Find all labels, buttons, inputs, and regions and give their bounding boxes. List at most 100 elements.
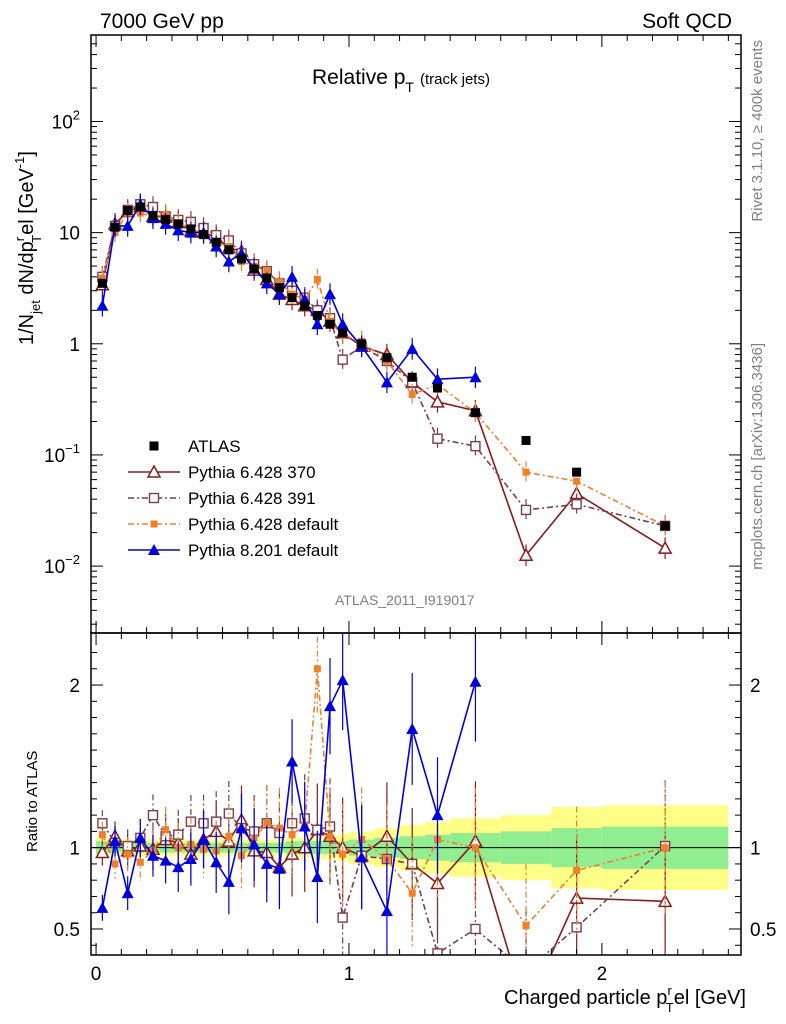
ratio-point [147, 809, 159, 821]
data-point [430, 394, 445, 408]
legend-label: Pythia 6.428 370 [188, 463, 316, 482]
reference-point [470, 408, 480, 418]
mcplots-reference-label: mcplots.cern.ch [arXiv:1306.3436] [749, 343, 766, 570]
ratio-point [111, 860, 119, 868]
ratio-line [101, 668, 666, 928]
ratio-tick-label-left: 1 [69, 839, 80, 860]
ratio-point [406, 722, 419, 734]
reference-point [338, 328, 348, 338]
ratio-point [124, 850, 132, 858]
reference-point [249, 264, 259, 274]
y-tick-label: 10−2 [44, 552, 80, 578]
ratio-point [121, 887, 134, 899]
ratio-point [326, 832, 334, 840]
reference-point [382, 353, 392, 363]
legend-marker [150, 520, 158, 528]
data-point [98, 274, 106, 282]
ratio-point [469, 675, 482, 687]
ratio-point [96, 901, 109, 913]
ratio-point [339, 850, 347, 858]
data-point [96, 299, 109, 311]
reference-point [287, 293, 297, 303]
data-point [286, 270, 299, 282]
y-tick-label: 1 [69, 335, 80, 356]
ratio-point [134, 831, 147, 843]
reference-point [110, 222, 120, 232]
legend-marker [148, 492, 160, 504]
ratio-point [109, 835, 122, 847]
ratio-point [408, 889, 416, 897]
ratio-point [225, 832, 233, 840]
data-point [408, 390, 416, 398]
reference-point [274, 283, 284, 293]
data-point [571, 499, 582, 510]
ratio-point [380, 905, 393, 917]
data-point [263, 267, 271, 275]
ratio-point [313, 665, 321, 673]
ratio-point [431, 809, 444, 821]
data-point [657, 540, 673, 554]
ratio-point [311, 870, 324, 882]
ratio-tick-label-right: 2 [750, 676, 761, 697]
ratio-point [324, 700, 337, 712]
reference-point [262, 273, 272, 283]
reference-point [572, 467, 582, 477]
x-tick-label: 2 [597, 964, 608, 985]
legend-label: ATLAS [188, 437, 241, 456]
ratio-point [136, 858, 144, 866]
data-point [469, 371, 482, 383]
data-point [260, 277, 273, 289]
rivet-version-label: Rivet 3.1.10, ≥ 400k events [749, 40, 766, 222]
ratio-point [210, 856, 223, 868]
data-point [273, 288, 286, 300]
legend-label: Pythia 6.428 default [188, 515, 339, 534]
ratio-point [337, 912, 348, 923]
reference-series-main [97, 202, 670, 531]
legend: ATLAS Pythia 6.428 370 Pythia 6.428 391 Pyt… [128, 437, 339, 560]
ratio-point [159, 854, 172, 866]
data-point [336, 318, 349, 330]
ratio-tick-label-left: 0.5 [54, 920, 80, 941]
data-point [470, 440, 481, 452]
data-point [406, 342, 419, 354]
ratio-point [248, 838, 261, 850]
ratio-point [162, 826, 170, 834]
data-point [518, 547, 534, 562]
legend-marker [146, 464, 162, 478]
analysis-watermark: ATLAS_2011_I919017 [335, 592, 475, 608]
reference-point [236, 254, 246, 264]
y-axis-label: 1/Njet dN/dpr Tel [GeV-1] [12, 151, 44, 345]
ratio-point [263, 819, 271, 827]
ratio-panel-frame [90, 632, 742, 956]
reference-point [312, 310, 322, 320]
data-point [431, 373, 444, 385]
data-point [172, 224, 185, 236]
ratio-point [522, 967, 531, 976]
ratio-point [470, 923, 481, 935]
ratio-line [101, 812, 666, 955]
data-point [324, 288, 337, 300]
x-tick-label: 1 [344, 964, 355, 985]
ratio-point [197, 833, 210, 845]
y-tick-label: 10−1 [44, 441, 80, 467]
series-line [101, 212, 666, 527]
data-point [522, 468, 530, 476]
legend-marker [148, 544, 160, 555]
y-tick-label: 102 [52, 107, 80, 133]
series-1-main [95, 195, 673, 567]
reference-point [97, 278, 107, 288]
reference-point [407, 372, 417, 382]
reference-point [135, 202, 145, 212]
data-point [380, 376, 393, 388]
ratio-tick-label-right: 0.5 [750, 920, 776, 941]
ratio-point [275, 824, 283, 832]
ratio-point [235, 822, 248, 834]
ratio-point [95, 844, 110, 859]
data-point [432, 433, 443, 444]
ratio-point [98, 831, 106, 839]
y-tick-label: 10 [59, 224, 80, 245]
data-point [520, 504, 532, 516]
data-point [222, 255, 235, 267]
legend-marker [149, 441, 159, 451]
reference-point [521, 435, 531, 445]
